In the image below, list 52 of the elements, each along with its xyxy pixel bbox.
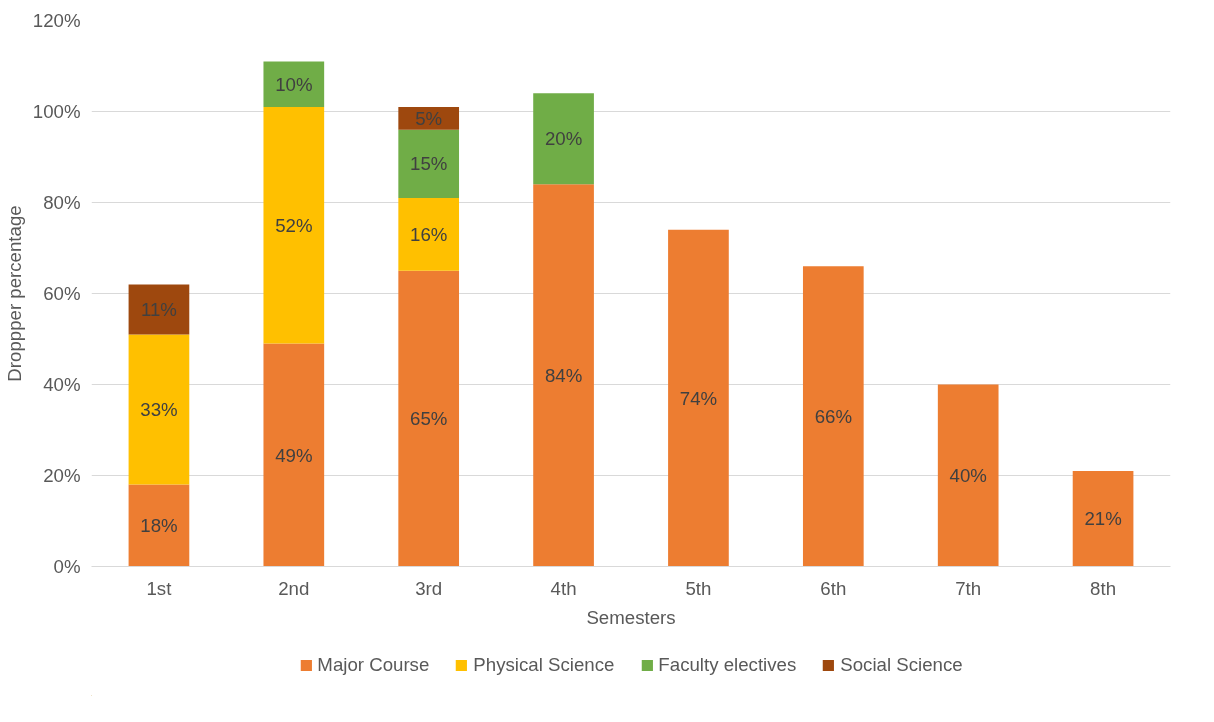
bar xyxy=(802,266,864,567)
y-tick-label: 60% xyxy=(43,283,81,304)
data-label: 21% xyxy=(1084,508,1122,530)
bar xyxy=(128,334,190,485)
x-axis-title: Semesters xyxy=(586,606,676,628)
x-tick-label: 5th xyxy=(685,577,712,599)
y-tick-label: 0% xyxy=(53,556,81,577)
bar xyxy=(533,184,594,567)
bar xyxy=(128,284,190,335)
legend-label: Physical Science xyxy=(473,654,615,676)
bar xyxy=(668,229,729,567)
data-label: 65% xyxy=(410,408,448,430)
data-label: 52% xyxy=(275,214,313,236)
x-tick-label: 6th xyxy=(820,577,847,599)
data-label: 15% xyxy=(410,153,448,175)
data-label: 16% xyxy=(410,223,448,245)
data-label: 33% xyxy=(140,399,178,421)
legend-label: Major Course xyxy=(317,654,430,676)
y-tick-label: 80% xyxy=(43,192,81,213)
data-label: 10% xyxy=(275,73,313,95)
x-tick-label: 4th xyxy=(550,577,577,599)
y-tick-label: 100% xyxy=(32,101,81,122)
legend-label: Social Science xyxy=(840,654,963,676)
y-tick-label: 20% xyxy=(43,465,81,486)
x-tick-label: 7th xyxy=(955,577,982,599)
bar xyxy=(263,106,325,344)
x-tick-label: 8th xyxy=(1090,577,1117,599)
data-label: 66% xyxy=(814,405,852,427)
bar xyxy=(128,484,190,567)
data-label: 49% xyxy=(275,444,313,466)
bar xyxy=(263,343,325,567)
data-label: 74% xyxy=(679,387,718,409)
bar xyxy=(1072,470,1134,567)
bar xyxy=(398,270,460,567)
data-label: 40% xyxy=(949,465,987,486)
x-tick-label: 3rd xyxy=(415,577,443,599)
y-axis-title: Droppper percentage xyxy=(3,205,25,382)
y-tick-label: 120% xyxy=(32,10,81,31)
bar xyxy=(533,93,594,185)
bar xyxy=(398,197,460,271)
legend-label: Faculty electives xyxy=(658,654,797,676)
y-tick-label: 40% xyxy=(43,374,81,395)
bar xyxy=(937,384,999,567)
data-label: 5% xyxy=(415,107,443,129)
x-tick-label: 2nd xyxy=(278,577,310,599)
data-label: 18% xyxy=(140,515,178,537)
data-label: 20% xyxy=(544,128,583,150)
data-label: 11% xyxy=(140,298,177,320)
bar xyxy=(398,129,460,198)
x-tick-label: 1st xyxy=(146,577,173,599)
bar xyxy=(263,61,325,107)
data-label: 84% xyxy=(544,364,583,386)
